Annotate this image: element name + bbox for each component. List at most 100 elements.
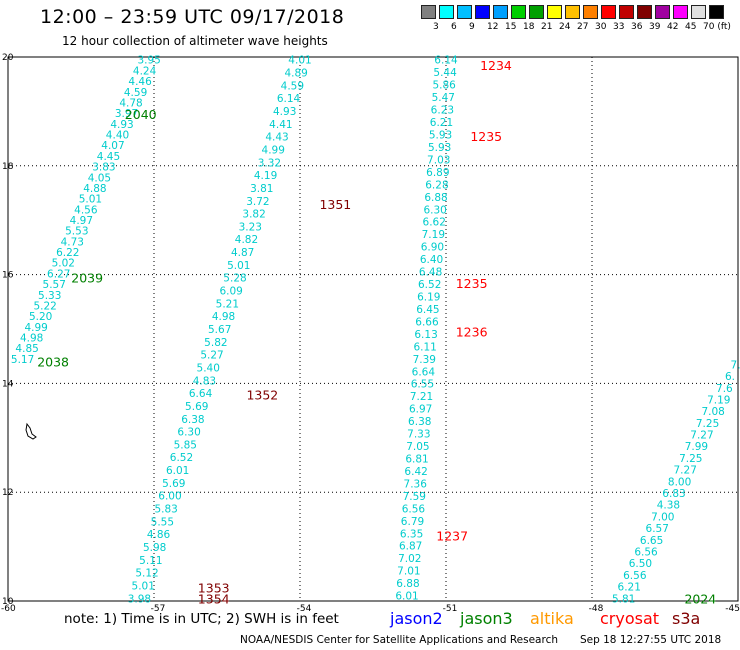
- wave-height-value: 5.33: [38, 290, 61, 302]
- wave-height-value: 7.02: [398, 553, 421, 565]
- wave-height-value: 4.87: [231, 247, 254, 259]
- longitude-tick-label: -48: [589, 604, 604, 614]
- wave-height-value: 6.66: [415, 316, 439, 328]
- pass-time-label: 1353: [198, 580, 230, 595]
- legend-entry-s3a: s3a: [672, 609, 701, 628]
- wave-height-value: 4.88: [83, 183, 106, 195]
- wave-height-value: 6.81: [405, 453, 428, 465]
- wave-height-value: 5.28: [223, 273, 246, 285]
- wave-height-value: 6.14: [434, 55, 458, 67]
- longitude-tick-label: -51: [443, 604, 458, 614]
- latitude-tick-label: 12: [2, 488, 13, 498]
- wave-height-value: 7.27: [690, 430, 713, 442]
- chart-title: 12:00 – 23:59 UTC 09/17/2018: [40, 6, 345, 28]
- wave-height-value: 6.62: [423, 217, 446, 229]
- wave-height-value: 6.64: [189, 388, 213, 400]
- wave-height-value: 6.23: [431, 105, 454, 117]
- wave-height-value: 6.88: [424, 192, 447, 204]
- wave-height-value: 4.99: [24, 322, 47, 334]
- wave-height-value: 4.89: [284, 68, 307, 80]
- wave-height-value: 4.56: [74, 204, 98, 216]
- color-swatch: [511, 5, 526, 19]
- wave-height-value: 6.30: [423, 204, 446, 216]
- wave-height-value: 6.56: [634, 546, 658, 558]
- pass-time-label: 2039: [71, 270, 103, 285]
- wave-height-value: 6.52: [418, 279, 441, 291]
- wave-height-value: 6.79: [401, 516, 424, 528]
- wave-height-value: 3.32: [258, 157, 281, 169]
- wave-height-value: 3.81: [250, 183, 273, 195]
- wave-height-value: 4.86: [147, 529, 171, 541]
- wave-height-value: 5.02: [52, 258, 75, 270]
- wave-height-value: 3.98: [128, 593, 151, 605]
- latitude-tick-label: 10: [2, 597, 14, 607]
- wave-height-value: 4.97: [70, 215, 93, 227]
- color-swatch: [691, 5, 706, 19]
- legend-entry-jason3: jason3: [460, 609, 513, 628]
- wave-height-value: 5.01: [227, 260, 250, 272]
- color-swatch: [619, 5, 634, 19]
- wave-height-value: 5.98: [143, 542, 166, 554]
- wave-height-value: 5.93: [428, 142, 451, 154]
- wave-height-value: 6.: [725, 371, 735, 383]
- pass-time-label: 1352: [246, 387, 278, 402]
- color-scale-label: 36: [631, 22, 643, 32]
- pass-time-label: 1235: [470, 129, 502, 144]
- wave-height-value: 4.19: [254, 170, 277, 182]
- wave-height-value: 6.50: [629, 558, 652, 570]
- wave-height-value: 6.38: [408, 416, 431, 428]
- wave-height-value: 3.72: [246, 196, 269, 208]
- wave-height-value: 7.27: [674, 465, 697, 477]
- wave-height-value: 6.21: [430, 117, 453, 129]
- wave-height-value: 4.43: [265, 132, 288, 144]
- wave-height-value: 6.28: [425, 179, 448, 191]
- color-swatch: [475, 5, 490, 19]
- wave-height-value: 7.03: [427, 154, 450, 166]
- color-swatch: [637, 5, 652, 19]
- generated-timestamp: Sep 18 12:27:55 UTC 2018: [580, 634, 722, 646]
- longitude-tick-label: -60: [1, 604, 16, 614]
- wave-height-value: 4.59: [281, 80, 304, 92]
- pass-time-label: 2024: [684, 591, 716, 606]
- wave-height-value: 6.21: [618, 582, 641, 594]
- wave-height-value: 4.98: [212, 311, 235, 323]
- wave-height-value: 6.89: [426, 167, 449, 179]
- wave-height-value: 5.82: [204, 337, 227, 349]
- wave-height-value: 6.00: [158, 491, 181, 503]
- wave-height-value: 4.24: [133, 65, 157, 77]
- chart-subtitle: 12 hour collection of altimeter wave hei…: [62, 34, 328, 48]
- wave-height-value: 5.69: [162, 478, 185, 490]
- wave-height-value: 3.82: [242, 209, 265, 221]
- pass-time-label: 2040: [125, 107, 157, 122]
- wave-height-value: 5.67: [208, 324, 231, 336]
- legend-entry-altika: altika: [530, 609, 574, 628]
- longitude-tick-label: -54: [297, 604, 312, 614]
- wave-height-value: 3.83: [92, 162, 115, 174]
- wave-height-value: 5.20: [29, 311, 52, 323]
- wave-height-value: 6.09: [219, 286, 242, 298]
- wave-height-value: 6.56: [402, 503, 426, 515]
- wave-height-value: 7.39: [413, 354, 436, 366]
- wave-height-value: 4.40: [106, 130, 129, 142]
- pass-time-label: 1235: [456, 276, 488, 291]
- wave-height-value: 6.22: [56, 247, 79, 259]
- latitude-tick-label: 14: [2, 379, 14, 389]
- wave-height-value: 6.35: [400, 528, 423, 540]
- wave-height-value: 5.44: [433, 67, 457, 79]
- wave-height-value: 6.64: [412, 366, 436, 378]
- color-swatch: [601, 5, 616, 19]
- wave-height-value: 6.13: [414, 329, 437, 341]
- wave-height-value: 7.36: [404, 478, 428, 490]
- wave-height-value: 4.93: [273, 106, 296, 118]
- wave-height-value: 4.38: [657, 500, 680, 512]
- color-swatch: [529, 5, 544, 19]
- wave-height-value: 7.25: [696, 418, 719, 430]
- wave-height-value: 4.85: [15, 343, 38, 355]
- wave-height-value: 7.19: [707, 394, 730, 406]
- wave-height-value: 6.14: [277, 93, 301, 105]
- wave-height-value: 6.38: [181, 414, 204, 426]
- wave-height-value: 7.59: [403, 491, 426, 503]
- color-scale-label: 42: [667, 22, 679, 32]
- wave-height-value: 7.33: [407, 429, 430, 441]
- wave-height-value: 4.05: [88, 172, 111, 184]
